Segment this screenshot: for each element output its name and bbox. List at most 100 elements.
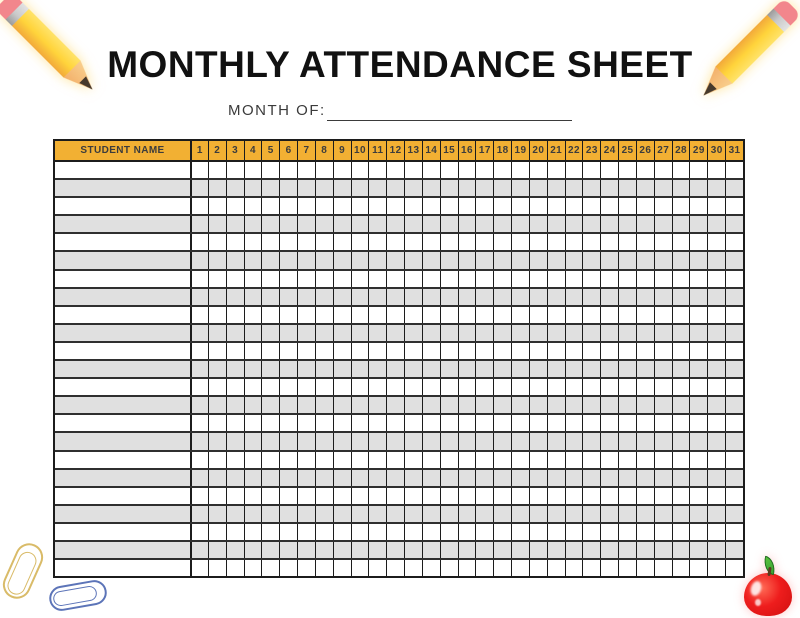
attendance-cell: [386, 415, 404, 432]
attendance-cell: [190, 234, 208, 251]
attendance-cell: [635, 324, 654, 341]
attendance-cell: [493, 433, 511, 450]
attendance-cell: [618, 198, 636, 215]
attendance-cell: [207, 433, 226, 450]
attendance-cell: [190, 541, 208, 559]
attendance-cell: [368, 397, 386, 414]
attendance-cell: [457, 361, 476, 378]
attendance-cell: [297, 324, 315, 341]
attendance-cell: [493, 560, 511, 577]
attendance-cell: [707, 505, 725, 522]
attendance-cell: [475, 541, 493, 559]
attendance-cell: [190, 433, 208, 450]
attendance-cell: [600, 324, 618, 341]
attendance-cell: [546, 451, 565, 468]
attendance-cell: [297, 162, 315, 179]
attendance-cell: [243, 252, 262, 269]
attendance-cell: [528, 505, 547, 522]
attendance-cell: [261, 324, 279, 341]
day-header-cell: 7: [297, 141, 315, 160]
attendance-cell: [511, 180, 529, 197]
attendance-cell: [421, 306, 440, 323]
attendance-cell: [332, 324, 351, 341]
attendance-cell: [600, 451, 618, 468]
attendance-cell: [493, 523, 511, 540]
attendance-cell: [457, 451, 476, 468]
attendance-cell: [386, 361, 404, 378]
attendance-cell: [225, 288, 244, 305]
attendance-cell: [493, 234, 511, 251]
attendance-cell: [225, 252, 244, 269]
attendance-cell: [279, 324, 297, 341]
day-header-cell: 26: [635, 141, 654, 160]
attendance-cell: [564, 433, 583, 450]
attendance-cell: [707, 560, 725, 577]
attendance-cell: [404, 306, 422, 323]
attendance-cell: [564, 198, 583, 215]
day-header-cell: 20: [528, 141, 547, 160]
attendance-cell: [618, 180, 636, 197]
attendance-cell: [368, 306, 386, 323]
attendance-cell: [386, 451, 404, 468]
attendance-cell: [350, 324, 369, 341]
attendance-cell: [404, 288, 422, 305]
attendance-cell: [671, 270, 690, 287]
attendance-cell: [386, 433, 404, 450]
attendance-cell: [350, 342, 369, 360]
student-name-cell: [55, 433, 190, 449]
attendance-cell: [618, 541, 636, 559]
attendance-cell: [511, 342, 529, 360]
attendance-cell: [332, 342, 351, 360]
attendance-row: [55, 469, 743, 488]
attendance-cell: [635, 270, 654, 287]
attendance-cell: [635, 234, 654, 251]
attendance-cell: [457, 216, 476, 233]
attendance-cell: [635, 433, 654, 450]
attendance-cell: [564, 306, 583, 323]
attendance-cell: [404, 342, 422, 360]
attendance-cell: [528, 397, 547, 414]
attendance-cell: [439, 216, 458, 233]
attendance-cell: [457, 560, 476, 577]
attendance-cell: [689, 324, 707, 341]
attendance-cell: [475, 433, 493, 450]
student-name-cell: [55, 361, 190, 377]
attendance-cell: [261, 342, 279, 360]
attendance-cell: [368, 433, 386, 450]
attendance-cell: [332, 379, 351, 396]
attendance-cell: [439, 180, 458, 197]
attendance-cell: [689, 451, 707, 468]
attendance-cell: [225, 162, 244, 179]
attendance-cell: [386, 234, 404, 251]
attendance-cell: [297, 234, 315, 251]
attendance-cell: [332, 523, 351, 540]
attendance-row: [55, 234, 743, 253]
attendance-cell: [261, 541, 279, 559]
attendance-cell: [350, 379, 369, 396]
attendance-cell: [653, 451, 672, 468]
attendance-cell: [350, 523, 369, 540]
attendance-cell: [190, 198, 208, 215]
attendance-cell: [279, 234, 297, 251]
attendance-cell: [404, 560, 422, 577]
attendance-cell: [653, 252, 672, 269]
student-name-cell: [55, 506, 190, 522]
attendance-cell: [314, 541, 333, 559]
attendance-cell: [207, 234, 226, 251]
attendance-cell: [297, 361, 315, 378]
attendance-cell: [653, 288, 672, 305]
attendance-cell: [618, 379, 636, 396]
attendance-cell: [600, 487, 618, 504]
attendance-cell: [493, 270, 511, 287]
attendance-cell: [582, 523, 600, 540]
attendance-cell: [582, 469, 600, 486]
attendance-cell: [297, 270, 315, 287]
attendance-cell: [689, 487, 707, 504]
attendance-cell: [635, 252, 654, 269]
attendance-cell: [439, 288, 458, 305]
attendance-cell: [368, 216, 386, 233]
student-name-cell: [55, 415, 190, 431]
attendance-cell: [653, 361, 672, 378]
attendance-cell: [314, 433, 333, 450]
apple-stem: [767, 566, 772, 577]
